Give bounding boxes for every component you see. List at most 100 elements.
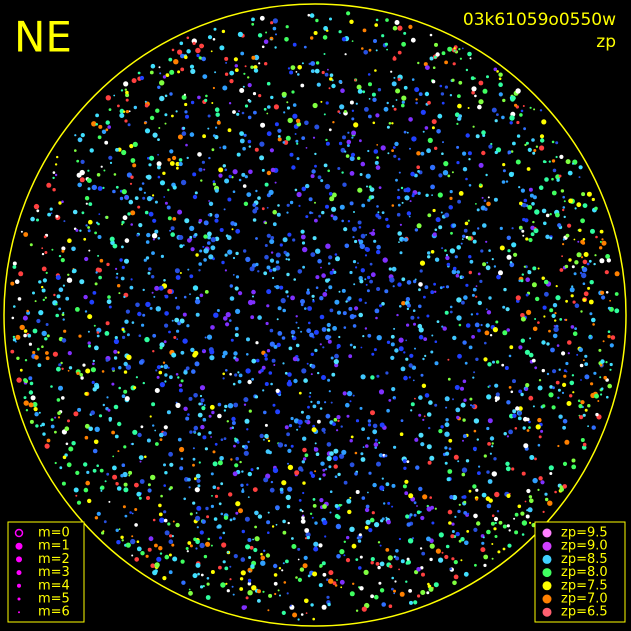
star — [164, 471, 168, 475]
star — [238, 373, 243, 378]
star — [584, 408, 588, 412]
star — [377, 211, 380, 214]
star — [175, 402, 181, 408]
star — [328, 192, 333, 196]
star — [272, 403, 276, 407]
star — [151, 275, 155, 279]
star — [559, 154, 564, 159]
star — [476, 438, 479, 441]
star — [521, 533, 525, 536]
star — [528, 237, 533, 243]
star — [391, 204, 395, 207]
star — [473, 418, 480, 424]
star — [367, 149, 370, 153]
legends: m=0m=1m=2m=3m=4m=5m=6zp=9.5zp=9.0zp=8.5z… — [14, 526, 608, 620]
star — [83, 487, 89, 493]
star — [463, 500, 467, 504]
star — [266, 289, 272, 295]
star — [372, 97, 377, 103]
star — [429, 56, 434, 61]
star — [282, 141, 286, 144]
star — [356, 536, 360, 540]
star — [391, 576, 395, 580]
star — [374, 23, 379, 27]
star — [297, 577, 302, 583]
star — [502, 305, 506, 309]
star — [23, 396, 27, 400]
star — [212, 38, 216, 41]
star — [480, 249, 484, 253]
star — [169, 534, 173, 538]
star — [300, 519, 306, 524]
star — [254, 525, 257, 529]
star — [287, 464, 294, 471]
star — [142, 313, 146, 317]
star — [88, 202, 93, 207]
star — [450, 231, 453, 235]
star — [346, 414, 350, 418]
star — [172, 217, 177, 221]
star — [449, 196, 453, 200]
star — [370, 561, 374, 565]
star — [199, 530, 204, 535]
star — [332, 581, 337, 586]
star — [96, 511, 101, 516]
star — [401, 95, 407, 101]
star — [305, 415, 311, 420]
star — [148, 211, 154, 217]
star — [423, 62, 428, 67]
star — [413, 513, 417, 517]
star — [154, 562, 160, 568]
star — [339, 204, 345, 210]
star — [190, 247, 195, 252]
star — [462, 379, 467, 384]
star — [385, 18, 389, 22]
star — [295, 139, 299, 143]
star — [562, 243, 565, 246]
star — [543, 221, 547, 226]
star — [313, 541, 319, 547]
star — [103, 520, 107, 524]
star — [212, 182, 216, 186]
star — [75, 228, 79, 232]
star — [525, 383, 530, 388]
star — [179, 446, 185, 453]
star — [477, 272, 481, 276]
star — [460, 559, 463, 562]
star — [332, 422, 336, 426]
star — [61, 313, 65, 316]
star — [416, 223, 422, 229]
star — [445, 544, 450, 549]
star — [514, 512, 519, 517]
star — [534, 318, 537, 320]
magnitude-label: m=6 — [38, 605, 70, 620]
star — [29, 243, 33, 247]
star — [254, 510, 259, 516]
star — [377, 215, 382, 220]
star — [290, 295, 295, 301]
star — [492, 360, 495, 364]
star — [478, 465, 481, 468]
star — [287, 448, 292, 453]
star — [582, 442, 587, 447]
star — [252, 218, 257, 222]
star — [46, 182, 52, 188]
star — [66, 277, 73, 283]
star — [602, 340, 605, 343]
star — [302, 514, 305, 517]
star — [444, 446, 448, 450]
star — [176, 166, 179, 170]
star — [137, 311, 142, 317]
star — [443, 161, 449, 167]
star — [238, 178, 242, 182]
star — [479, 279, 483, 283]
star — [233, 57, 238, 62]
star — [449, 495, 454, 500]
star — [442, 326, 447, 331]
star — [555, 380, 560, 385]
star — [390, 70, 393, 73]
star — [291, 165, 296, 170]
star — [395, 556, 400, 561]
star — [385, 371, 389, 375]
star — [376, 156, 379, 159]
